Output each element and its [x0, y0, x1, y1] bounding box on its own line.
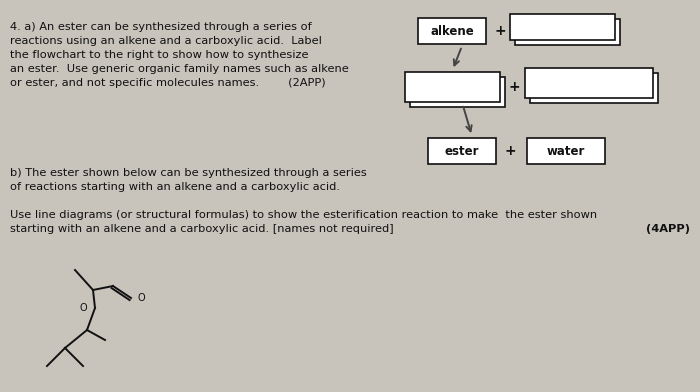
Text: O: O [137, 293, 145, 303]
Bar [515, 19, 620, 45]
Text: an ester.  Use generic organic family names such as alkene: an ester. Use generic organic family nam… [10, 64, 349, 74]
Text: (4APP): (4APP) [646, 224, 690, 234]
Text: +: + [508, 80, 520, 94]
Text: the flowchart to the right to show how to synthesize: the flowchart to the right to show how t… [10, 50, 309, 60]
Text: 4. a) An ester can be synthesized through a series of: 4. a) An ester can be synthesized throug… [10, 22, 312, 32]
Bar [418, 18, 486, 44]
Bar [527, 138, 605, 164]
Text: starting with an alkene and a carboxylic acid. [names not required]: starting with an alkene and a carboxylic… [10, 224, 393, 234]
Text: +: + [504, 144, 516, 158]
Text: water: water [547, 145, 585, 158]
Text: of reactions starting with an alkene and a carboxylic acid.: of reactions starting with an alkene and… [10, 182, 340, 192]
Text: or ester, and not specific molecules names.        (2APP): or ester, and not specific molecules nam… [10, 78, 326, 88]
Bar [405, 72, 500, 102]
Text: alkene: alkene [430, 25, 474, 38]
Text: +: + [494, 24, 506, 38]
Bar [510, 14, 615, 40]
Text: b) The ester shown below can be synthesized through a series: b) The ester shown below can be synthesi… [10, 168, 367, 178]
Text: Use line diagrams (or structural formulas) to show the esterification reaction t: Use line diagrams (or structural formula… [10, 210, 597, 220]
Bar [410, 77, 505, 107]
Text: ester: ester [444, 145, 480, 158]
Text: reactions using an alkene and a carboxylic acid.  Label: reactions using an alkene and a carboxyl… [10, 36, 322, 46]
Bar [525, 68, 653, 98]
Bar [530, 73, 658, 103]
Text: O: O [79, 303, 87, 313]
Bar [428, 138, 496, 164]
